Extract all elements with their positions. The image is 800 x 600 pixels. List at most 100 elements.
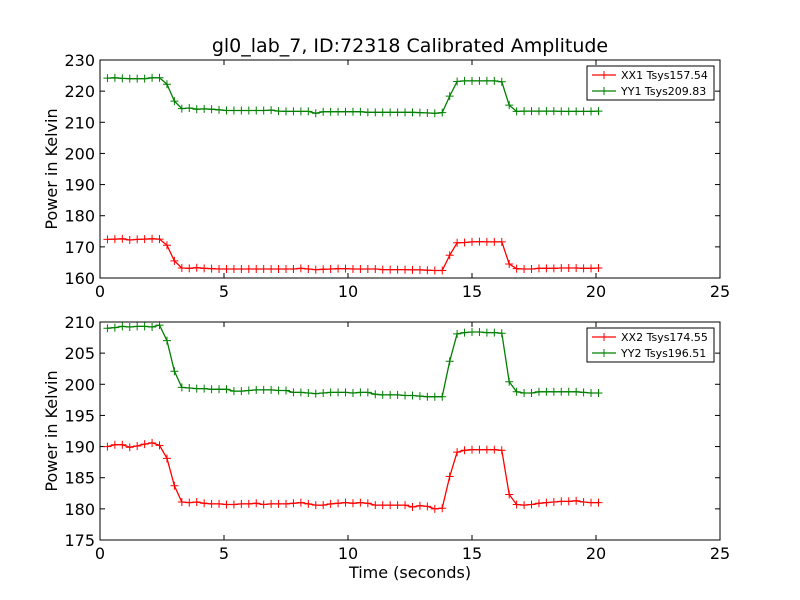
- top-data-point: [460, 76, 469, 85]
- top-data-point: [512, 107, 521, 116]
- top-data-point: [252, 106, 261, 115]
- top-data-point: [572, 107, 581, 116]
- top-data-point: [378, 108, 387, 117]
- bottom-data-point: [490, 445, 499, 454]
- bottom-data-point: [229, 387, 238, 396]
- top-data-point: [103, 74, 112, 83]
- bottom-data-point: [505, 377, 514, 386]
- bottom-data-point: [445, 472, 454, 481]
- top-data-point: [520, 264, 529, 273]
- top-data-point: [356, 107, 365, 116]
- bottom-legend: XX2 Tsys174.55 YY2 Tsys196.51: [586, 327, 715, 363]
- bottom-data-point: [326, 388, 335, 397]
- top-subplot: 0 5 10 15 20 25 160 170 180 190 200 210 220 230 Power …: [42, 51, 730, 301]
- bottom-data-point: [423, 392, 432, 401]
- top-data-point: [527, 107, 536, 116]
- top-data-point: [170, 97, 179, 106]
- top-data-point: [125, 236, 134, 245]
- bottom-legend-label: YY2 Tsys196.51: [620, 347, 706, 360]
- bottom-data-point: [453, 448, 462, 457]
- bottom-data-point: [497, 329, 506, 338]
- bottom-data-point: [363, 388, 372, 397]
- bottom-legend-marker: [600, 333, 608, 341]
- top-data-point: [490, 237, 499, 246]
- bottom-data-point: [587, 389, 596, 398]
- top-data-point: [557, 264, 566, 273]
- top-data-point: [289, 107, 298, 116]
- top-data-point: [453, 238, 462, 247]
- bottom-data-point: [215, 385, 224, 394]
- bottom-y-tick-label: 180: [64, 500, 95, 519]
- top-data-point: [311, 109, 320, 118]
- bottom-data-point: [468, 327, 476, 336]
- bottom-data-point: [460, 328, 469, 337]
- top-data-point: [505, 101, 514, 110]
- bottom-series-2: [103, 321, 603, 401]
- top-data-point: [140, 74, 149, 83]
- top-data-point: [244, 106, 253, 115]
- top-data-point: [162, 241, 171, 250]
- bottom-data-point: [148, 322, 157, 331]
- top-y-tick-label: 220: [64, 82, 95, 101]
- bottom-data-point: [200, 499, 209, 508]
- top-data-point: [401, 265, 410, 274]
- top-data-point: [326, 107, 335, 116]
- top-data-point: [252, 264, 261, 273]
- top-data-point: [207, 105, 216, 114]
- top-data-point: [215, 105, 224, 114]
- top-data-point: [594, 264, 603, 273]
- bottom-subplot: 0 5 10 15 20 25 175 180 185 190 195 200 205 210 Power …: [42, 313, 730, 582]
- bottom-y-tick-label: 205: [64, 344, 95, 363]
- bottom-data-point: [334, 499, 343, 508]
- top-x-tick-label: 5: [219, 282, 229, 301]
- top-data-point: [542, 264, 551, 273]
- top-data-point: [155, 73, 164, 82]
- top-data-point: [192, 263, 201, 272]
- top-data-point: [341, 264, 350, 273]
- bottom-y-tick-label: 195: [64, 406, 95, 425]
- top-data-point: [200, 104, 209, 113]
- top-data-point: [423, 266, 432, 275]
- bottom-data-point: [125, 322, 134, 331]
- bottom-data-point: [348, 389, 357, 398]
- bottom-data-point: [572, 496, 581, 505]
- bottom-data-point: [259, 385, 268, 394]
- bottom-data-point: [252, 385, 261, 394]
- bottom-axes-frame: [99, 321, 721, 541]
- bottom-data-point: [549, 387, 558, 396]
- chart-title: gl0_lab_7, ID:72318 Calibrated Amplitude: [212, 35, 608, 57]
- top-series-2: [103, 73, 603, 118]
- top-data-point: [527, 264, 536, 273]
- bottom-data-point: [378, 501, 387, 510]
- top-data-point: [155, 235, 164, 244]
- bottom-data-point: [386, 390, 395, 399]
- top-data-point: [348, 264, 357, 273]
- bottom-data-point: [453, 329, 462, 338]
- bottom-data-point: [579, 388, 588, 397]
- bottom-data-point: [393, 390, 402, 399]
- top-x-tick-label: 15: [462, 282, 482, 301]
- bottom-data-point: [445, 357, 454, 366]
- bottom-legend-label: XX2 Tsys174.55: [621, 331, 708, 344]
- bottom-data-point: [155, 441, 164, 450]
- bottom-data-point: [587, 498, 596, 507]
- bottom-data-point: [215, 499, 224, 508]
- top-data-point: [408, 265, 417, 274]
- bottom-data-point: [267, 385, 276, 394]
- top-data-point: [579, 264, 588, 273]
- bottom-data-point: [348, 499, 357, 508]
- bottom-data-point: [460, 446, 469, 455]
- bottom-data-point: [490, 328, 499, 337]
- top-x-tick-label: 25: [710, 282, 730, 301]
- bottom-data-point: [282, 499, 290, 508]
- bottom-data-point: [155, 321, 164, 330]
- top-data-point: [118, 74, 127, 83]
- bottom-data-point: [408, 391, 417, 400]
- top-data-point: [274, 264, 283, 273]
- top-data-point: [549, 107, 558, 116]
- bottom-data-point: [557, 497, 566, 506]
- bottom-data-point: [520, 501, 529, 510]
- bottom-data-point: [341, 498, 350, 507]
- bottom-data-point: [267, 499, 276, 508]
